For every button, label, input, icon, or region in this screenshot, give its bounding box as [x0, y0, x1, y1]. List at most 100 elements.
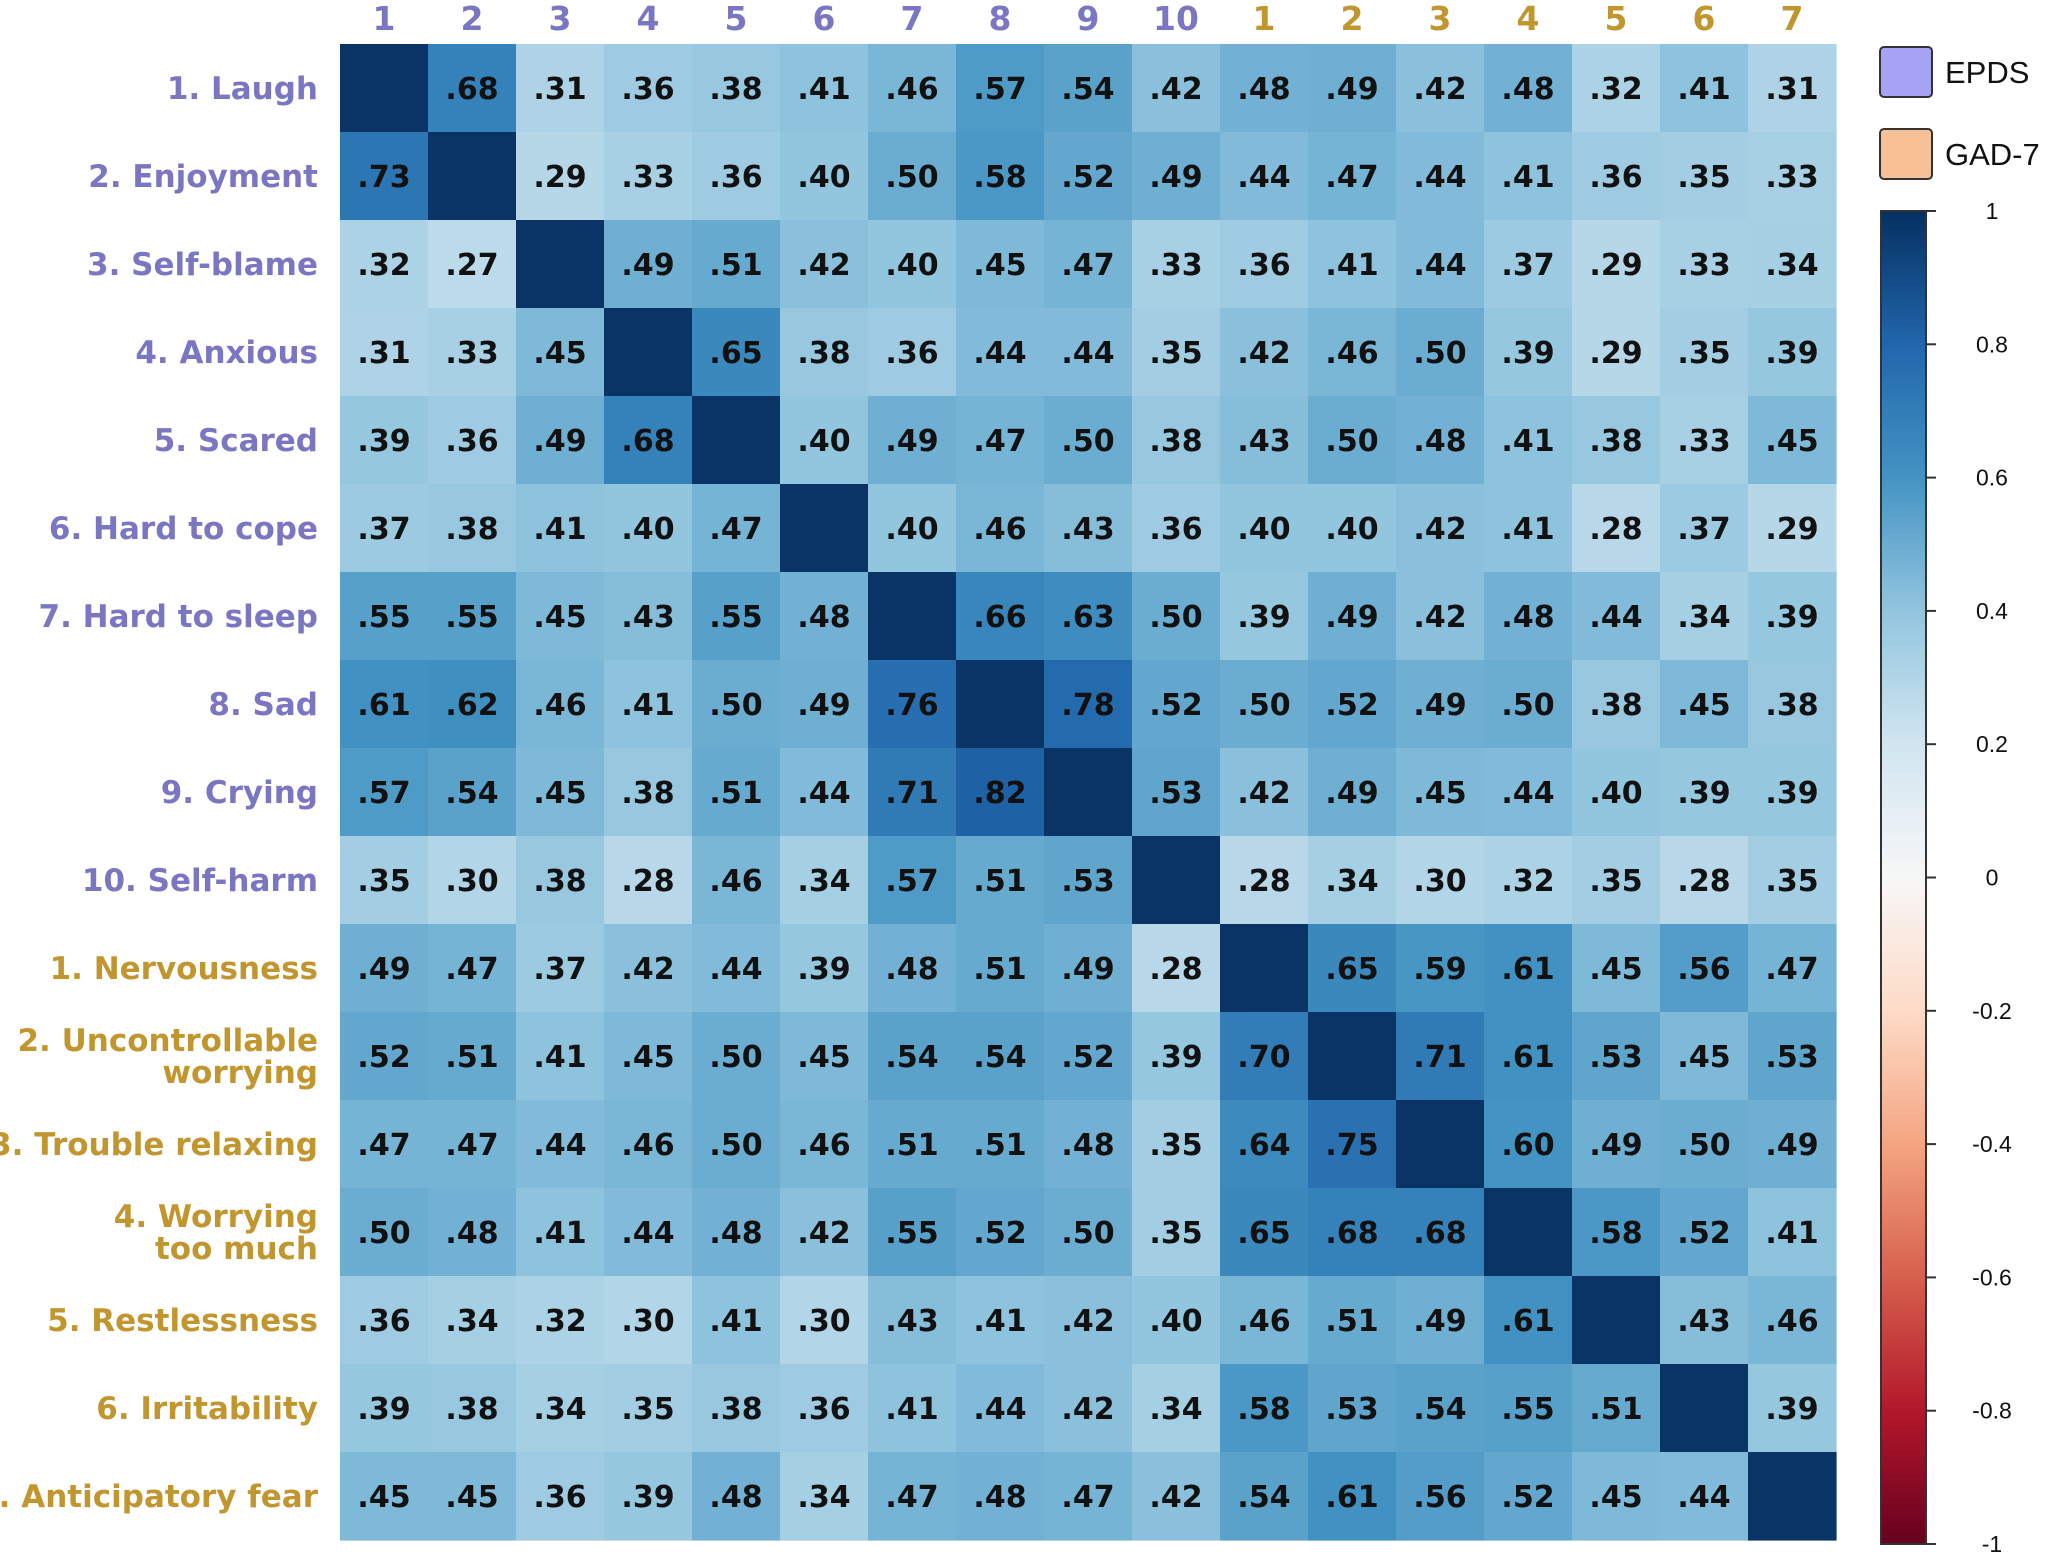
cell-value-label: .30: [1413, 864, 1466, 899]
cell-value-label: .65: [1237, 1216, 1290, 1251]
cell-value-label: .49: [1325, 776, 1378, 811]
cell-value-label: .45: [1589, 1480, 1642, 1515]
cell-value-label: .61: [357, 688, 410, 723]
cell-value-label: .44: [1413, 160, 1466, 195]
cell-value-label: .52: [1325, 688, 1378, 723]
cell-value-label: .30: [445, 864, 498, 899]
heatmap-cell: [780, 1012, 869, 1101]
heatmap-cell: [1572, 220, 1661, 309]
cell-value-label: .42: [1237, 336, 1290, 371]
cell-value-label: .55: [1501, 1392, 1554, 1427]
cell-value-label: .62: [445, 688, 498, 723]
heatmap-cell: [1044, 1364, 1133, 1453]
cell-value-label: .44: [1501, 776, 1554, 811]
heatmap-cell: [692, 484, 781, 573]
cell-value-label: .50: [1677, 1128, 1730, 1163]
cell-value-label: .44: [1677, 1480, 1730, 1515]
cell-value-label: .34: [1149, 1392, 1202, 1427]
cell-value-label: .45: [445, 1480, 498, 1515]
heatmap-cell: [340, 1276, 429, 1365]
heatmap-cell: [1660, 660, 1749, 749]
heatmap-cell: [428, 308, 517, 397]
cell-value-label: .44: [973, 336, 1026, 371]
heatmap-cell: [1396, 1188, 1485, 1277]
cell-value-label: .51: [709, 248, 762, 283]
cell-value-label: .43: [885, 1304, 938, 1339]
heatmap-cell: [1660, 1452, 1749, 1541]
heatmap-cell: [1044, 1012, 1133, 1101]
cell-value-label: .65: [709, 336, 762, 371]
cell-value-label: .51: [973, 864, 1026, 899]
heatmap-cell: [1484, 484, 1573, 573]
cell-value-label: .38: [445, 512, 498, 547]
heatmap-cell: [1308, 1452, 1397, 1541]
cell-value-label: .28: [1237, 864, 1290, 899]
heatmap-cell-diagonal: [692, 396, 781, 485]
heatmap-cell: [868, 1364, 957, 1453]
cell-value-label: .48: [1061, 1128, 1114, 1163]
heatmap-cell: [516, 44, 605, 133]
cell-value-label: .36: [885, 336, 938, 371]
heatmap-cell-diagonal: [1572, 1276, 1661, 1365]
heatmap-cell: [1396, 308, 1485, 397]
cell-value-label: .36: [1237, 248, 1290, 283]
cell-value-label: .39: [1237, 600, 1290, 635]
cell-value-label: .56: [1413, 1480, 1466, 1515]
cell-value-label: .39: [357, 1392, 410, 1427]
heatmap-cell: [780, 836, 869, 925]
heatmap-cell: [1484, 132, 1573, 221]
heatmap-cell: [1220, 44, 1309, 133]
cell-value-label: .36: [357, 1304, 410, 1339]
heatmap-cell: [340, 836, 429, 925]
heatmap-cell: [1220, 308, 1309, 397]
cell-value-label: .70: [1237, 1040, 1290, 1075]
cell-value-label: .41: [533, 512, 586, 547]
cell-value-label: .30: [797, 1304, 850, 1339]
heatmap-cell: [956, 1100, 1045, 1189]
heatmap-cell: [1044, 44, 1133, 133]
cell-value-label: .43: [621, 600, 674, 635]
cell-value-label: .29: [533, 160, 586, 195]
heatmap-cell: [340, 572, 429, 661]
cell-value-label: .40: [797, 160, 850, 195]
row-label: 10. Self-harm: [82, 863, 318, 899]
cell-value-label: .32: [1589, 72, 1642, 107]
heatmap-cell: [1044, 396, 1133, 485]
heatmap-cell: [1396, 220, 1485, 309]
row-labels: 1. Laugh 2. Enjoyment 3. Self-blame 4. Anxi…: [0, 71, 319, 1515]
heatmap-cell: [1220, 1276, 1309, 1365]
cell-value-label: .47: [1765, 952, 1818, 987]
colorbar-tick-label: -0.4: [1972, 1131, 2012, 1157]
cell-value-label: .50: [709, 1040, 762, 1075]
heatmap-cell: [956, 484, 1045, 573]
cell-value-label: .52: [1501, 1480, 1554, 1515]
heatmap-cell: [1396, 836, 1485, 925]
cell-value-label: .49: [357, 952, 410, 987]
cell-value-label: .39: [1501, 336, 1554, 371]
colorbar-tick-label: 0.8: [1976, 331, 2008, 357]
cell-value-label: .35: [1677, 336, 1730, 371]
heatmap-cell: [780, 308, 869, 397]
cell-value-label: .38: [709, 1392, 762, 1427]
row-label: 9. Crying: [161, 775, 318, 811]
heatmap-cell: [692, 660, 781, 749]
cell-value-label: .48: [709, 1216, 762, 1251]
heatmap-cell: [1484, 1100, 1573, 1189]
cell-value-label: .68: [1325, 1216, 1378, 1251]
cell-value-label: .48: [797, 600, 850, 635]
cell-value-label: .28: [621, 864, 674, 899]
heatmap-cell: [692, 1452, 781, 1541]
cell-value-label: .52: [1149, 688, 1202, 723]
heatmap-cell: [428, 484, 517, 573]
cell-value-label: .48: [709, 1480, 762, 1515]
heatmap-cell: [1484, 1452, 1573, 1541]
heatmap-cell: [1660, 572, 1749, 661]
cell-value-label: .40: [1589, 776, 1642, 811]
heatmap-cell-diagonal: [868, 572, 957, 661]
cell-value-label: .42: [1237, 776, 1290, 811]
heatmap-cell: [1572, 924, 1661, 1013]
column-label: 2: [1341, 0, 1364, 38]
cell-value-label: .58: [1237, 1392, 1290, 1427]
row-label: 7. Anticipatory fear: [0, 1479, 319, 1515]
